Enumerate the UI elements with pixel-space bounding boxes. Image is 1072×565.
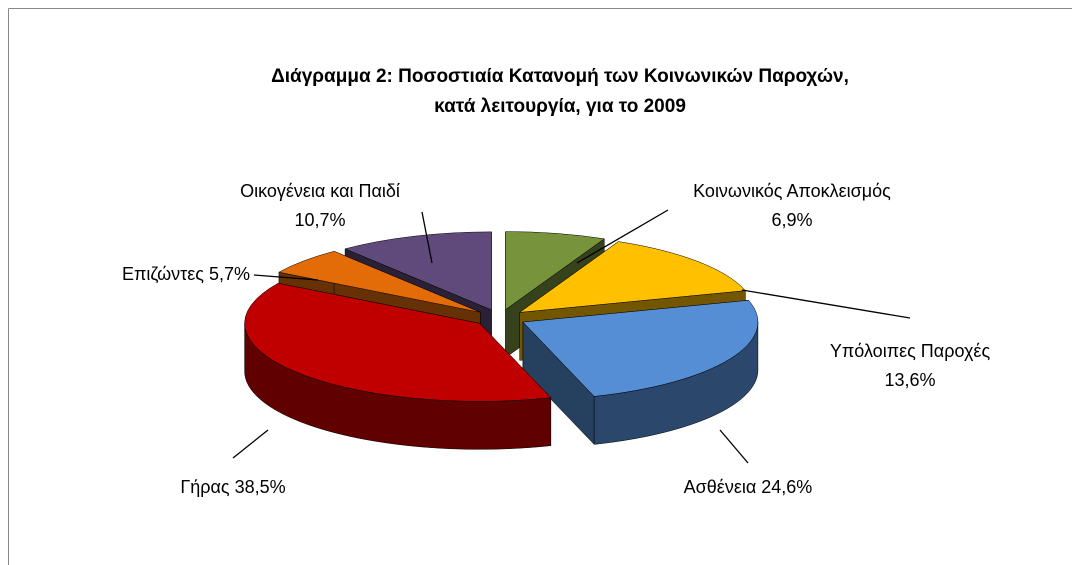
label-name: Κοινωνικός Αποκλεισμός [693,181,891,201]
label-name: Επιζώντες [122,264,204,284]
slice [244,282,552,402]
data-label: Οικογένεια και Παιδί 10,7% [240,181,400,230]
label-name: Υπόλοιπες Παροχές [830,341,991,361]
chart-title: Διάγραμμα 2: Ποσοστιαία Κατανομή των Κοι… [271,66,849,87]
slice-group [244,282,552,450]
label-value: 38,5% [235,477,286,497]
leader-line [253,274,319,281]
chart-subtitle: κατά λειτουργία, για το 2009 [434,96,686,117]
label-name: Οικογένεια και Παιδί [240,181,400,201]
label-value: 24,6% [761,477,812,497]
slice [344,231,492,311]
label-name: Ασθένεια [684,477,757,497]
label-value: 10,7% [294,210,345,230]
label-value: 6,9% [771,210,812,230]
data-label: Ασθένεια 24,6% [684,477,813,497]
leader-line [232,429,269,459]
slice [518,241,746,313]
data-label: Γήρας 38,5% [180,477,285,497]
slice [505,231,605,311]
data-label: Κοινωνικός Αποκλεισμός 6,9% [693,181,891,230]
slice-group [522,300,759,446]
leader-line [576,209,669,264]
data-label: Υπόλοιπες Παροχές 13,6% [830,341,991,390]
label-value: 5,7% [209,264,250,284]
leader-line [421,211,433,264]
slice [522,300,759,397]
leader-line [741,289,911,319]
slice [278,251,481,313]
label-value: 13,6% [884,370,935,390]
data-label: Επιζώντες 5,7% [122,264,250,284]
label-name: Γήρας [180,477,230,497]
leader-line [719,429,749,464]
